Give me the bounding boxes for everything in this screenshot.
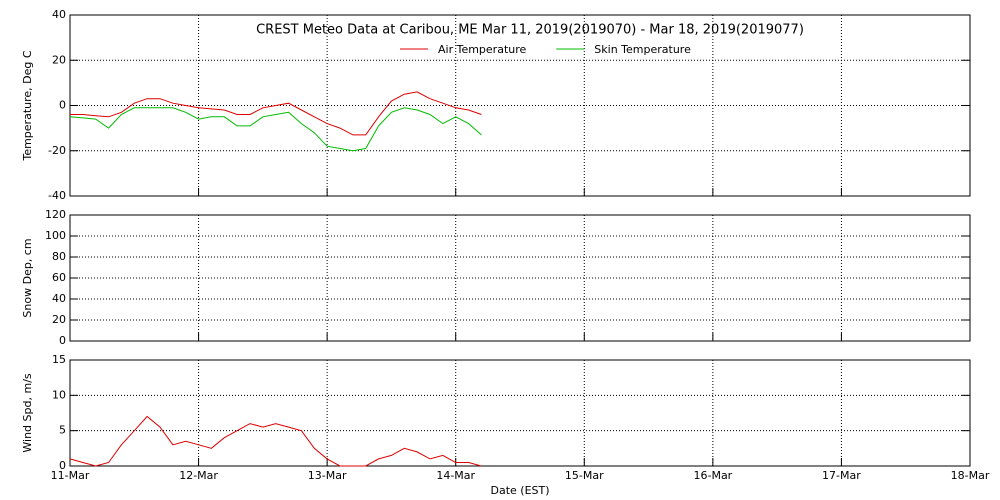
x-tick-label: 16-Mar xyxy=(693,469,732,482)
x-tick-label: 18-Mar xyxy=(951,469,990,482)
data-line xyxy=(69,415,482,467)
y-axis-label: Wind Spd, m/s xyxy=(21,373,34,453)
x-tick-label: 15-Mar xyxy=(565,469,604,482)
data-line xyxy=(70,91,482,136)
x-axis-label: Date (EST) xyxy=(490,484,549,497)
y-tick-label: 60 xyxy=(52,271,66,284)
x-tick-label: 14-Mar xyxy=(436,469,475,482)
y-tick-label: -40 xyxy=(48,189,66,202)
legend-label: Skin Temperature xyxy=(594,43,691,56)
y-tick-label: 120 xyxy=(45,208,66,221)
y-tick-label: 80 xyxy=(52,250,66,263)
y-tick-label: 20 xyxy=(52,53,66,66)
x-tick-label: 13-Mar xyxy=(308,469,347,482)
y-tick-label: 0 xyxy=(59,334,66,347)
y-axis-label: Temperature, Deg C xyxy=(21,50,34,161)
x-tick-label: 12-Mar xyxy=(179,469,218,482)
y-tick-label: 10 xyxy=(52,388,66,401)
data-line xyxy=(69,107,482,152)
y-tick-label: -20 xyxy=(48,144,66,157)
y-tick-label: 15 xyxy=(52,353,66,366)
y-tick-label: 100 xyxy=(45,229,66,242)
plot-frame xyxy=(69,14,971,197)
y-axis-label: Snow Dep, cm xyxy=(21,238,34,317)
y-tick-label: 0 xyxy=(59,99,66,112)
y-tick-label: 0 xyxy=(59,459,66,472)
y-tick-label: 5 xyxy=(59,424,66,437)
y-tick-label: 40 xyxy=(52,8,66,21)
plot-frame xyxy=(69,359,971,467)
chart-title: CREST Meteo Data at Caribou, ME Mar 11, … xyxy=(256,23,804,38)
y-tick-label: 20 xyxy=(52,313,66,326)
plot-frame xyxy=(69,214,971,342)
y-tick-label: 40 xyxy=(52,292,66,305)
x-tick-label: 17-Mar xyxy=(822,469,861,482)
x-tick-label: 11-Mar xyxy=(51,469,90,482)
legend-label: Air Temperature xyxy=(438,43,527,56)
